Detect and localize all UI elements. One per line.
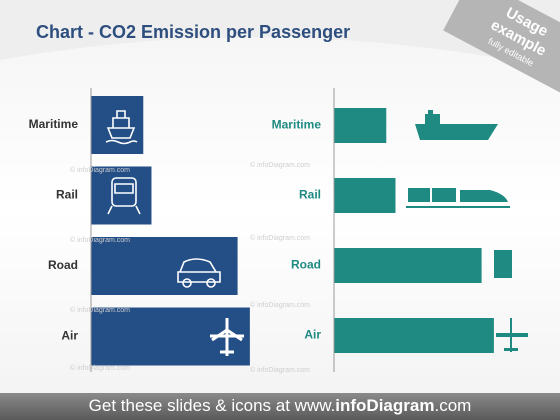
plane-icon (496, 318, 528, 352)
bar (91, 96, 144, 154)
badge-band (443, 0, 560, 97)
watermark: © infoDiagram.com (70, 364, 130, 372)
category-label: Road (291, 258, 321, 272)
ship-icon (106, 110, 136, 139)
wave (105, 139, 138, 145)
footer-text: Get these slides & icons at www.infoDiag… (89, 396, 472, 415)
watermark: © infoDiagram.com (70, 236, 130, 244)
truck-icon (494, 250, 512, 278)
category-label: Maritime (29, 117, 79, 131)
watermark: © infoDiagram.com (70, 166, 130, 174)
swoosh (0, 0, 560, 70)
title: Chart - CO2 Emission per Passenger (36, 22, 350, 42)
train-detail (107, 183, 141, 215)
rail-line (406, 206, 510, 208)
watermark: © infoDiagram.com (70, 306, 130, 314)
wheel (206, 278, 216, 288)
plane-icon (210, 318, 244, 356)
category-label: Road (48, 258, 78, 272)
category-label: Rail (299, 188, 321, 202)
category-label: Air (304, 328, 321, 342)
bar (334, 318, 494, 353)
bar (334, 248, 482, 283)
watermark: © infoDiagram.com (250, 301, 310, 309)
train-icon (111, 177, 137, 207)
icons-left (105, 110, 244, 356)
category-label: Rail (56, 188, 78, 202)
watermark: © infoDiagram.com (250, 234, 310, 242)
wheel (182, 278, 192, 288)
category-label: Maritime (272, 118, 322, 132)
car-icon (177, 258, 221, 283)
footer-prefix: Get these slides & icons at www. (89, 396, 336, 415)
footer-band (0, 393, 560, 420)
watermark: © infoDiagram.com (250, 161, 310, 169)
bar (91, 237, 238, 295)
bar (334, 108, 387, 143)
footer-brand: infoDiagram (335, 396, 434, 415)
icons-right (406, 110, 528, 352)
train-icon (408, 188, 508, 202)
category-label: Air (61, 329, 78, 343)
usage-badge: Usage example fully editable (443, 0, 560, 97)
ship-icon (415, 110, 498, 140)
bar (334, 178, 396, 213)
footer-suffix: .com (434, 396, 471, 415)
watermark: © infoDiagram.com (250, 366, 310, 374)
bar (91, 166, 152, 225)
